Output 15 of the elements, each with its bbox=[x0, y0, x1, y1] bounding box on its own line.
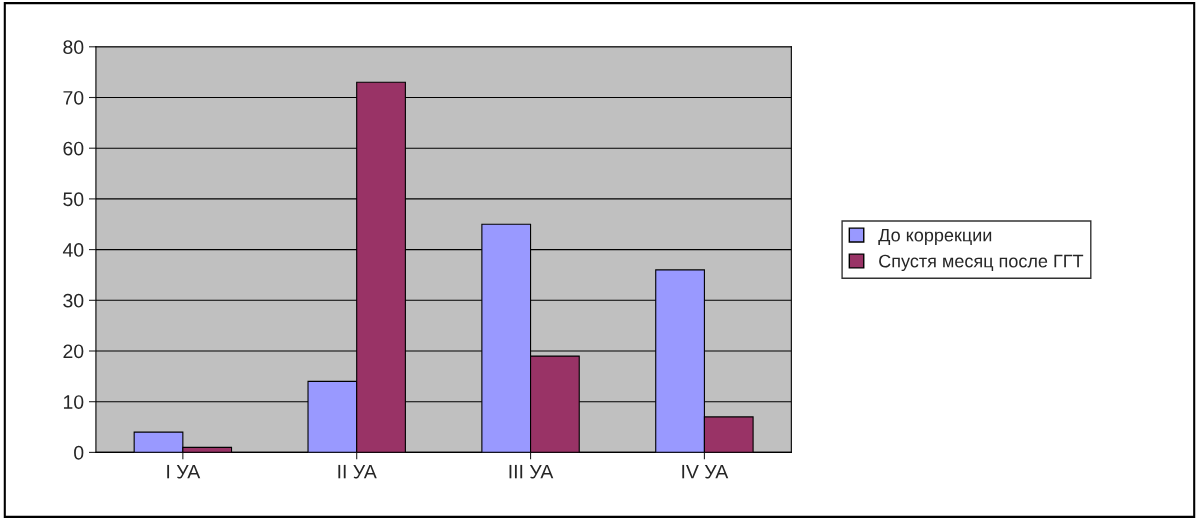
y-tick-label: 40 bbox=[62, 243, 84, 257]
legend-label: До коррекции bbox=[878, 228, 992, 246]
y-tick-label: 30 bbox=[63, 293, 84, 308]
legend-label: Спустя месяц после ГГТ bbox=[879, 254, 1084, 272]
y-tick-label: 60 bbox=[63, 141, 84, 156]
y-tick-label: 80 bbox=[63, 40, 84, 55]
y-tick-label: 70 bbox=[63, 90, 84, 105]
y-tick-label: 50 bbox=[63, 192, 84, 207]
x-tick-label: I УА bbox=[167, 464, 201, 479]
y-tick-label: 0 bbox=[74, 445, 84, 460]
y-tick-label: 10 bbox=[63, 395, 84, 409]
x-tick-label: II УА bbox=[338, 464, 377, 479]
x-tick-label: III УА bbox=[509, 464, 554, 479]
y-tick-label: 20 bbox=[63, 344, 84, 359]
x-tick-label: IV УА bbox=[682, 464, 729, 479]
